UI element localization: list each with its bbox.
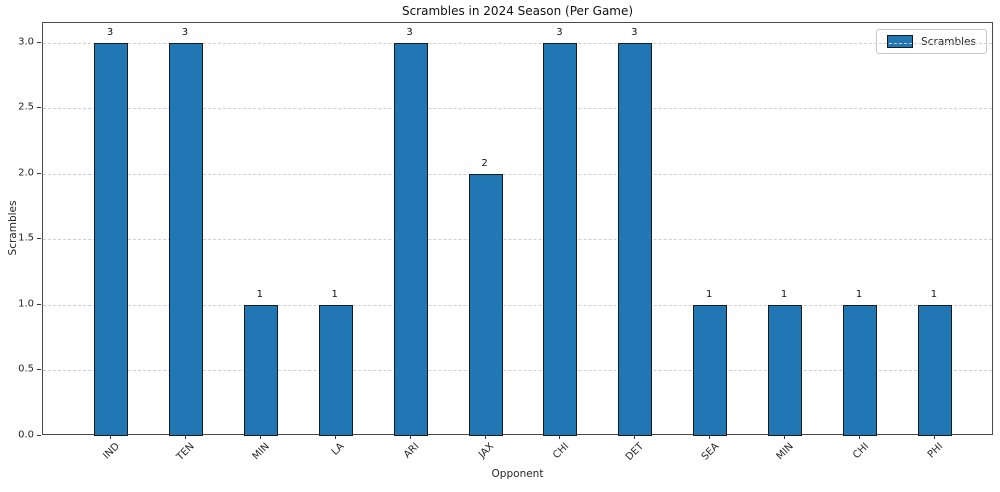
gridline — [43, 42, 992, 44]
x-tick-label: DET — [624, 441, 647, 464]
bar-value-label: 1 — [331, 288, 338, 300]
bar-min-9 — [768, 304, 803, 436]
y-tick-label: 1.0 — [18, 298, 34, 310]
x-tick-label: MIN — [250, 441, 272, 463]
y-tick-label: 0.0 — [18, 429, 34, 441]
x-tick-label: CHI — [551, 441, 572, 462]
bar-value-label: 1 — [780, 288, 788, 300]
x-axis-label: Opponent — [491, 468, 544, 480]
y-tick-mark — [37, 41, 41, 43]
plot-area: Scrambles — [42, 22, 993, 436]
x-tick-mark — [484, 435, 486, 439]
x-tick-mark — [933, 435, 935, 439]
bar-value-label: 1 — [256, 288, 263, 300]
x-tick-label: TEN — [174, 441, 197, 463]
bar-value-label: 1 — [930, 288, 938, 300]
bar-jax-5 — [468, 173, 503, 436]
gridline — [43, 173, 992, 175]
y-axis-label: Scrambles — [7, 200, 19, 256]
gridline — [43, 370, 992, 372]
x-tick-mark — [409, 435, 411, 439]
bar-value-label: 3 — [406, 26, 413, 38]
bar-value-label: 3 — [106, 26, 114, 38]
bar-value-label: 1 — [855, 288, 863, 300]
bar-value-label: 3 — [181, 26, 189, 38]
gridline — [43, 239, 992, 241]
legend-swatch-scrambles — [887, 35, 914, 48]
x-tick-mark — [334, 435, 336, 439]
x-tick-mark — [784, 435, 786, 439]
x-tick-mark — [634, 435, 636, 439]
x-tick-label: IND — [101, 441, 122, 462]
x-tick-label: ARI — [401, 441, 422, 461]
bar-det-7 — [618, 42, 653, 436]
y-tick-mark — [37, 172, 41, 174]
y-tick-mark — [37, 107, 41, 109]
x-tick-mark — [859, 435, 860, 439]
x-tick-label: CHI — [850, 441, 871, 462]
bar-value-label: 3 — [631, 26, 638, 38]
x-tick-mark — [709, 435, 711, 439]
bar-min-2 — [243, 304, 278, 436]
x-tick-mark — [259, 435, 261, 439]
y-tick-mark — [37, 303, 41, 305]
bar-phi-11 — [917, 304, 952, 436]
bar-value-label: 2 — [481, 157, 488, 169]
x-tick-mark — [559, 435, 561, 439]
bar-ari-4 — [393, 42, 428, 436]
bar-la-3 — [318, 304, 353, 436]
x-tick-mark — [110, 435, 111, 439]
y-tick-mark — [37, 435, 41, 436]
x-tick-label: JAX — [476, 441, 497, 461]
bar-value-label: 3 — [556, 26, 563, 38]
y-tick-label: 3.0 — [18, 36, 34, 48]
x-tick-mark — [184, 435, 186, 439]
y-tick-label: 2.0 — [18, 167, 34, 179]
legend: Scrambles — [876, 29, 987, 54]
y-tick-label: 0.5 — [18, 363, 34, 375]
x-tick-label: LA — [329, 441, 347, 458]
bar-value-label: 1 — [706, 288, 713, 300]
legend-label: Scrambles — [921, 35, 976, 48]
x-tick-label: PHI — [926, 441, 946, 461]
y-tick-label: 1.5 — [18, 232, 34, 244]
bar-ind-0 — [94, 42, 128, 436]
x-tick-label: MIN — [774, 441, 796, 463]
x-tick-label: SEA — [699, 441, 721, 463]
bar-sea-8 — [693, 304, 728, 436]
y-tick-mark — [37, 238, 41, 240]
gridline — [43, 108, 992, 110]
bar-ten-1 — [168, 42, 203, 436]
bar-chi-10 — [843, 304, 877, 436]
y-tick-label: 2.5 — [18, 101, 34, 113]
bar-chi-6 — [543, 42, 578, 436]
chart-title: Scrambles in 2024 Season (Per Game) — [401, 4, 634, 18]
gridline — [43, 304, 992, 306]
y-tick-mark — [37, 369, 41, 371]
